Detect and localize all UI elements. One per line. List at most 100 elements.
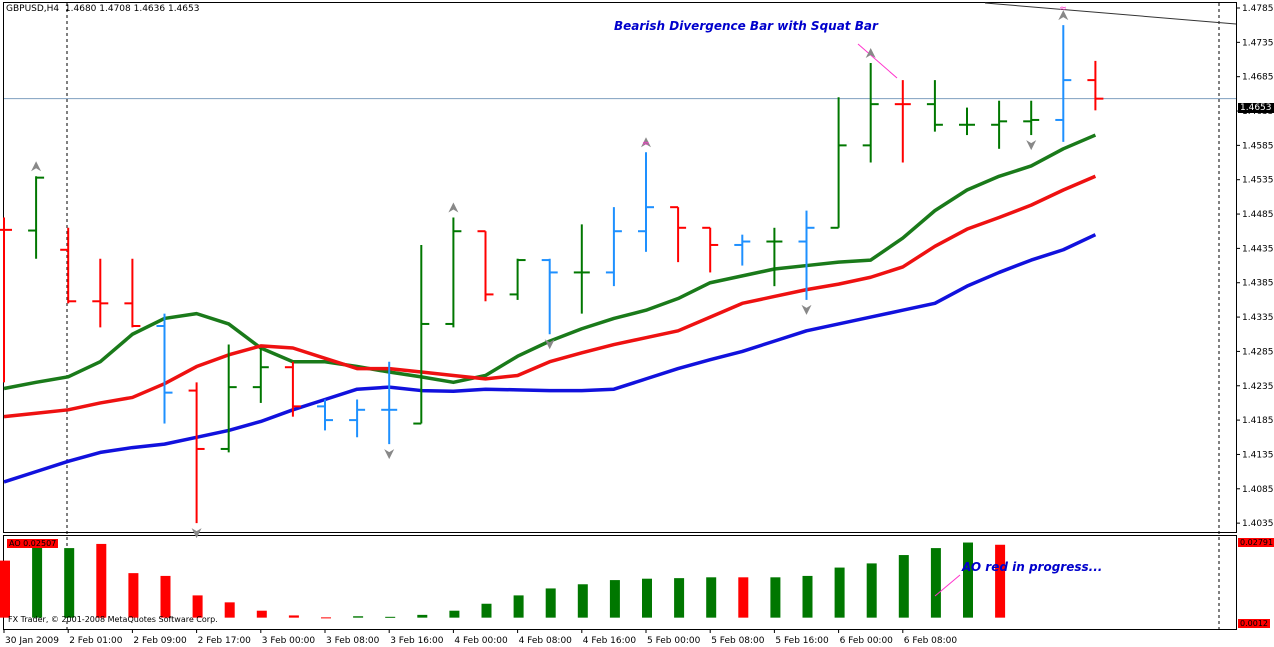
ohlc-label: 1.4680 1.4708 1.4636 1.4653 xyxy=(64,4,200,14)
ao-bar xyxy=(32,547,43,618)
ohlc-bar xyxy=(959,107,975,136)
y-tick-label: 1.4335 xyxy=(1242,313,1274,323)
ao-bar xyxy=(995,544,1006,618)
ao-bar xyxy=(256,610,267,618)
main-panel-frame xyxy=(3,2,1237,533)
current-price-label: 1.4653 xyxy=(1238,103,1274,113)
chart-header: GBPUSD,H4 1.4680 1.4708 1.4636 1.4653 xyxy=(6,4,199,14)
ohlc-bar xyxy=(509,258,526,300)
annotation-ao-red: AO red in progress... xyxy=(962,560,1103,574)
ao-bar xyxy=(128,573,139,618)
y-tick-label: 1.4085 xyxy=(1242,485,1274,495)
y-tick-label: 1.4535 xyxy=(1242,176,1274,186)
ao-bar xyxy=(770,577,781,618)
ao-bar xyxy=(160,575,171,618)
ao-bar xyxy=(64,548,75,618)
ao-histogram-layer xyxy=(0,542,1006,619)
x-tick-label: 5 Feb 00:00 xyxy=(647,636,701,646)
ao-bar xyxy=(674,578,685,618)
ao-bar xyxy=(385,616,396,618)
ohlc-bar xyxy=(477,230,494,302)
annotation-bearish-divergence: Bearish Divergence Bar with Squat Bar xyxy=(614,19,878,33)
ohlc-bar xyxy=(413,244,430,425)
fractal-down-icon xyxy=(191,528,202,539)
y-tick-label: 1.4185 xyxy=(1242,416,1274,426)
ohlc-bar xyxy=(284,361,301,417)
fractal-down-icon xyxy=(801,304,812,315)
y-tick-label: 1.4685 xyxy=(1242,73,1274,83)
x-tick-label: 2 Feb 17:00 xyxy=(198,636,252,646)
ao-bar xyxy=(288,615,299,618)
ohlc-bar xyxy=(605,207,622,287)
ohlc-bar xyxy=(60,227,77,304)
ohlc-bar xyxy=(0,217,12,383)
x-tick-label: 3 Feb 08:00 xyxy=(326,636,380,646)
y-tick-label: 1.4435 xyxy=(1242,244,1274,254)
ao-max-label: 0.02791 xyxy=(1238,538,1274,547)
x-tick-label: 3 Feb 00:00 xyxy=(262,636,316,646)
ohlc-bar xyxy=(862,62,879,163)
y-tick-label: 1.4585 xyxy=(1242,141,1274,151)
ao-bar xyxy=(353,616,364,618)
y-tick-label: 1.4385 xyxy=(1242,279,1274,289)
fractal-up-icon xyxy=(641,137,651,148)
ohlc-bar xyxy=(1087,60,1104,111)
x-tick-label: 4 Feb 00:00 xyxy=(454,636,508,646)
x-tick-label: 30 Jan 2009 xyxy=(5,636,59,646)
x-tick-label: 6 Feb 08:00 xyxy=(904,636,958,646)
ao-bar xyxy=(449,610,460,618)
ao-bar xyxy=(224,602,235,618)
ohlc-bar xyxy=(573,224,590,314)
fractal-down-icon xyxy=(544,339,555,350)
y-tick-label: 1.4735 xyxy=(1242,38,1274,48)
ao-bar xyxy=(834,567,845,618)
ao-annotation-pointer xyxy=(934,574,961,597)
ao-bar xyxy=(609,580,620,618)
ohlc-bar xyxy=(220,344,237,453)
ao-bar xyxy=(963,542,973,618)
copyright-label: FX Trader, © 2001-2008 MetaQuotes Softwa… xyxy=(8,615,218,624)
ohlc-bar xyxy=(541,258,558,335)
ao-bar xyxy=(898,555,909,618)
ohlc-bar xyxy=(28,176,45,259)
ao-bar xyxy=(513,595,524,618)
x-tick-label: 2 Feb 01:00 xyxy=(69,636,123,646)
ma-line-green xyxy=(3,133,1097,391)
ohlc-bar xyxy=(798,210,815,300)
y-tick-label: 1.4785 xyxy=(1242,4,1274,14)
x-tick-label: 2 Feb 09:00 xyxy=(133,636,187,646)
ao-bar xyxy=(930,548,941,618)
ao-bar xyxy=(642,578,652,618)
x-tick-label: 4 Feb 16:00 xyxy=(583,636,637,646)
y-tick-label: 1.4035 xyxy=(1242,519,1274,529)
ohlc-bar xyxy=(188,382,205,524)
ohlc-bar xyxy=(445,217,462,328)
ohlc-bar xyxy=(670,206,687,263)
ao-bar xyxy=(96,543,107,618)
trend-line xyxy=(984,2,1237,25)
ao-bar xyxy=(321,617,331,619)
ohlc-bar xyxy=(349,399,366,438)
fractal-up-icon xyxy=(865,47,876,58)
ohlc-bar xyxy=(381,361,398,445)
y-tick-label: 1.4485 xyxy=(1242,210,1274,220)
x-tick-label: 3 Feb 16:00 xyxy=(390,636,444,646)
ohlc-bar xyxy=(638,152,654,252)
squat-marker-icon: ≈ xyxy=(1059,4,1067,14)
ohlc-bar xyxy=(766,227,783,287)
ao-bar xyxy=(545,588,556,618)
annotation-pointer xyxy=(857,43,898,79)
ao-bar xyxy=(192,595,203,618)
fractal-up-icon xyxy=(31,161,42,172)
ao-value-label: AO 0.02507 xyxy=(7,539,59,548)
ao-panel-frame xyxy=(3,535,1237,630)
ma-line-blue xyxy=(3,233,1097,484)
ao-bar xyxy=(417,614,428,618)
ao-bar xyxy=(0,560,10,618)
ohlc-bar xyxy=(991,100,1008,149)
ohlc-bar xyxy=(1023,100,1040,136)
ohlc-bar xyxy=(156,313,173,424)
ohlc-bar xyxy=(830,97,847,229)
y-tick-label: 1.4285 xyxy=(1242,347,1274,357)
